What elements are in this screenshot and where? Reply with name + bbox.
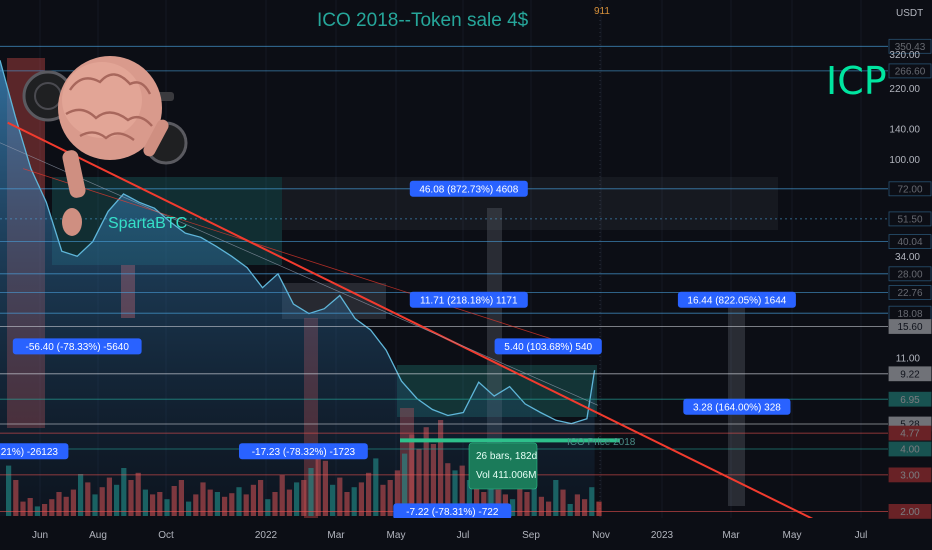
measure-label[interactable]: -7.22 (-78.31%) -722: [393, 503, 512, 520]
secondary-trend-line[interactable]: [23, 168, 599, 355]
y-tick-label: 320.00: [889, 50, 920, 61]
x-tick-label: Nov: [592, 530, 610, 541]
x-tick-label: Aug: [89, 530, 107, 541]
currency-label: USDT: [896, 8, 923, 19]
y-tick-label: 11.00: [896, 354, 921, 365]
x-tick-label: Jun: [32, 530, 48, 541]
measure-label[interactable]: -56.40 (-78.33%) -5640: [12, 338, 142, 355]
measure-label-text: -17.23 (-78.32%) -1723: [252, 447, 356, 458]
measure-label[interactable]: 3.28 (164.00%) 328: [683, 398, 791, 415]
volume-bar: [596, 501, 602, 516]
x-tick-label: Sep: [522, 530, 540, 541]
measure-label-text: 16.44 (822.05%) 1644: [687, 295, 786, 306]
bars-stats-line1: 26 bars, 182d: [476, 451, 537, 462]
brain-lifting-dumbbell-icon: [22, 56, 188, 236]
x-tick-label: May: [783, 530, 802, 541]
price-line[interactable]: [0, 60, 596, 425]
top-marker: 911: [594, 6, 610, 17]
main-downtrend-line[interactable]: [7, 121, 816, 521]
x-tick-label: Oct: [158, 530, 174, 541]
y-tick-label: 34.00: [895, 252, 920, 263]
trendlines[interactable]: [0, 121, 816, 521]
ticker-symbol: ICP: [826, 59, 887, 103]
y-axis-panel: [888, 0, 932, 550]
x-tick-label: Mar: [722, 530, 740, 541]
measure-label-text: -56.40 (-78.33%) -5640: [25, 342, 129, 353]
measure-label[interactable]: -17.23 (-78.32%) -1723: [239, 443, 368, 460]
price-area: [0, 60, 596, 517]
measure-label[interactable]: 11.71 (218.18%) 1171: [409, 291, 528, 308]
measure-label-text: 11.71 (218.18%) 1171: [420, 295, 518, 306]
bars-stats-line2: Vol 411.006M: [476, 470, 536, 481]
measure-label-text: 46.08 (872.73%) 4608: [419, 184, 518, 195]
fan-line[interactable]: [0, 142, 599, 406]
x-tick-label: 2022: [255, 530, 278, 541]
price-area-fill: [0, 60, 595, 517]
x-tick-label: Jul: [855, 530, 868, 541]
measure-label[interactable]: 5.40 (103.68%) 540: [494, 338, 602, 355]
x-tick-label: 2023: [651, 530, 674, 541]
x-tick-label: Jul: [457, 530, 470, 541]
y-tick-label: 140.00: [889, 125, 920, 136]
measure-label-text: -7.22 (-78.31%) -722: [406, 507, 499, 518]
measure-label-text: 23 (-98.21%) -26123: [0, 447, 58, 458]
measure-label[interactable]: 46.08 (872.73%) 4608: [409, 180, 528, 197]
bars-stats-box[interactable]: 26 bars, 182d Vol 411.006M: [468, 442, 538, 490]
measure-label[interactable]: 16.44 (822.05%) 1644: [677, 291, 796, 308]
x-tick-label: May: [387, 530, 406, 541]
measure-label[interactable]: 23 (-98.21%) -26123: [0, 443, 69, 460]
ico-price-label: ICO Price 2018: [567, 437, 636, 448]
zone-gray-top: [282, 177, 778, 230]
x-tick-label: Mar: [327, 530, 345, 541]
y-tick-label: 100.00: [889, 155, 920, 166]
measurements[interactable]: 46.08 (872.73%) 4608 11.71 (218.18%) 1171…: [0, 180, 796, 520]
x-axis-panel: [0, 518, 888, 550]
measure-label-text: 5.40 (103.68%) 540: [504, 342, 592, 353]
measure-label-text: 3.28 (164.00%) 328: [693, 402, 781, 413]
author-name: SpartaBTC: [108, 215, 187, 232]
y-tick-label: 220.00: [889, 84, 920, 95]
chart-title: ICO 2018--Token sale 4$: [317, 10, 529, 31]
